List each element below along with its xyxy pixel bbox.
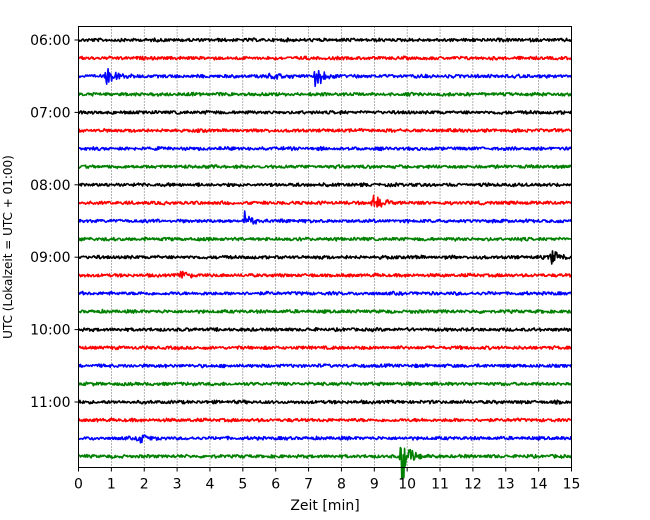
- x-tick-label: 4: [206, 477, 215, 493]
- seismic-trace-0645: [78, 91, 572, 97]
- x-tick-label: 5: [238, 477, 247, 493]
- seismic-trace-0830: [77, 210, 573, 225]
- y-tick-label: 11:00: [30, 395, 70, 411]
- x-tick-label: 12: [464, 477, 482, 493]
- seismic-trace-1015: [78, 345, 573, 351]
- seismic-trace-0700: [77, 109, 572, 116]
- x-tick-label: 6: [271, 477, 280, 493]
- y-tick-label: 06:00: [30, 33, 70, 49]
- y-tick-label: 08:00: [30, 178, 70, 194]
- seismic-trace-0930: [77, 290, 573, 296]
- seismic-trace-0615: [77, 55, 572, 61]
- seismic-trace-1130: [78, 434, 573, 444]
- seismic-trace-1030: [77, 363, 573, 369]
- plot-frame: [78, 26, 572, 468]
- seismic-trace-1000: [78, 326, 573, 333]
- seismic-trace-0600: [77, 37, 573, 43]
- seismic-trace-0630: [77, 67, 572, 88]
- x-tick-label: 1: [107, 477, 116, 493]
- seismic-trace-0915: [77, 270, 573, 279]
- x-tick-label: 8: [337, 477, 346, 493]
- seismic-trace-0945: [77, 308, 572, 315]
- seismic-trace-0845: [77, 236, 573, 242]
- x-tick-label: 14: [530, 477, 548, 493]
- y-axis-ticks: 06:00 07:00 08:00 09:00 10:00 11:00: [30, 33, 79, 411]
- x-axis-label: Zeit [min]: [290, 498, 359, 514]
- seismic-trace-1100: [77, 399, 573, 405]
- x-tick-label: 3: [173, 477, 182, 493]
- seismic-trace-0900: [77, 250, 573, 265]
- y-tick-label: 09:00: [30, 250, 70, 266]
- x-tick-label: 2: [140, 477, 149, 493]
- x-axis-ticks: 0 1 2 3 4 5 6 7 8 9 10 11 12 13 14 15: [74, 467, 581, 493]
- seismic-traces: [77, 37, 573, 480]
- x-tick-label: 0: [74, 477, 83, 493]
- y-tick-label: 07:00: [30, 105, 70, 121]
- seismic-trace-1145: [78, 446, 572, 480]
- x-tick-label: 13: [497, 477, 515, 493]
- seismic-trace-0745: [77, 164, 572, 170]
- seismic-trace-0730: [77, 145, 572, 152]
- x-tick-label: 11: [431, 477, 449, 493]
- x-tick-label: 10: [398, 477, 416, 493]
- y-axis-label: UTC (Lokalzeit = UTC + 01:00): [1, 155, 15, 339]
- seismic-trace-1115: [77, 417, 573, 423]
- seismic-trace-1045: [77, 381, 572, 387]
- y-tick-label: 10:00: [30, 323, 70, 339]
- seismic-trace-0815: [77, 194, 572, 208]
- x-tick-label: 7: [304, 477, 313, 493]
- seismic-trace-0715: [77, 127, 573, 134]
- x-tick-label: 9: [370, 477, 379, 493]
- x-tick-label: 15: [563, 477, 581, 493]
- seismic-trace-0800: [78, 182, 572, 188]
